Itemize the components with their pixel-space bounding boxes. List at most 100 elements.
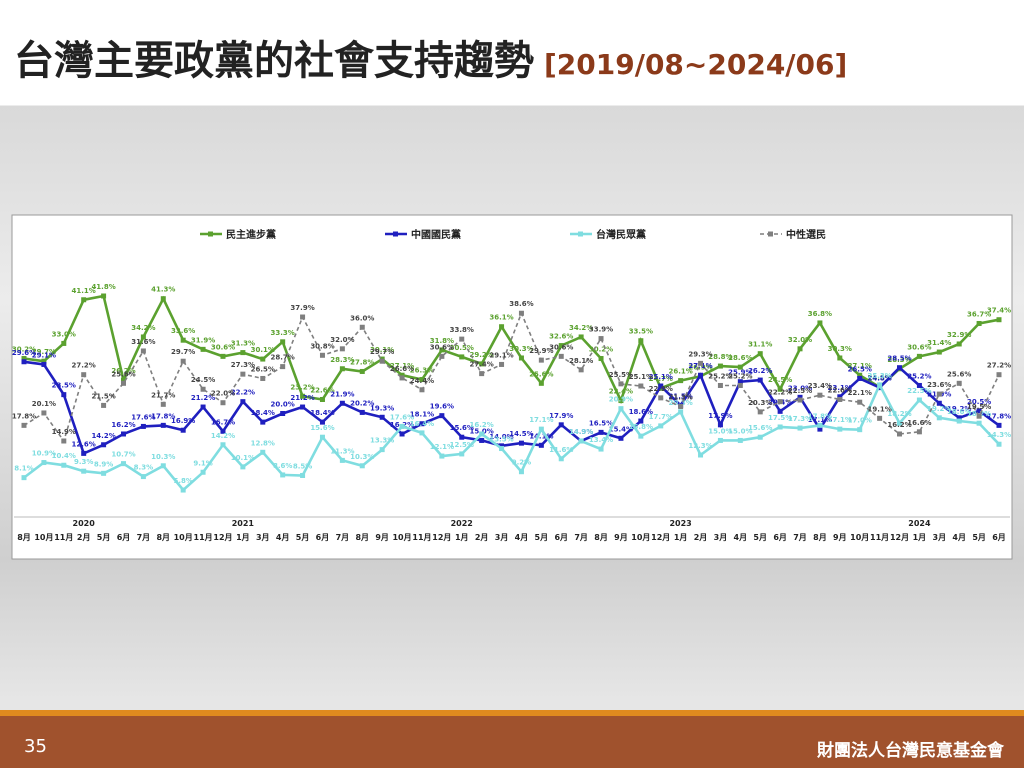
x-tick-label: 12月 (432, 533, 451, 542)
legend-marker (208, 231, 213, 237)
point-marker (817, 422, 823, 428)
value-label: 22.6% (828, 386, 852, 394)
value-label: 25.9% (728, 369, 752, 377)
legend-label: 中性選民 (786, 228, 826, 241)
value-label: 31.1% (748, 341, 772, 349)
value-label: 15.0% (470, 427, 494, 435)
value-label: 17.6% (131, 413, 155, 421)
point-marker (518, 355, 524, 361)
value-label: 15.6% (748, 424, 772, 432)
value-label: 13.4% (589, 436, 613, 444)
x-tick-label: 8月 (813, 533, 827, 542)
value-label: 12.1% (430, 443, 454, 451)
point-marker (996, 317, 1002, 323)
value-label: 28.7% (271, 354, 295, 362)
point-marker (936, 400, 942, 406)
point-marker (359, 324, 365, 330)
point-marker (339, 366, 345, 372)
value-label: 27.8% (350, 358, 374, 366)
point-marker (260, 356, 266, 362)
point-marker (897, 431, 903, 437)
legend-label: 民主進步黨 (226, 228, 276, 241)
x-tick-label: 7月 (574, 533, 588, 542)
value-label: 10.9% (32, 450, 56, 458)
value-label: 21.5% (91, 392, 115, 400)
point-marker (558, 353, 564, 359)
value-label: 26.2% (111, 367, 135, 375)
value-label: 31.3% (231, 340, 255, 348)
x-tick-label: 10月 (34, 533, 53, 542)
x-tick-label: 3月 (495, 533, 509, 542)
point-marker (578, 438, 584, 444)
point-marker (777, 408, 783, 414)
value-label: 28.3% (330, 356, 354, 364)
value-label: 14.9% (569, 428, 593, 436)
value-label: 41.1% (72, 287, 96, 295)
x-tick-label: 6月 (992, 533, 1006, 542)
point-marker (837, 394, 843, 400)
point-marker (538, 357, 544, 363)
point-marker (777, 399, 783, 405)
x-tick-label: 8月 (594, 533, 608, 542)
value-label: 17.9% (549, 412, 573, 420)
point-marker (936, 349, 942, 355)
x-tick-label: 5月 (972, 533, 986, 542)
value-label: 18.6% (629, 408, 653, 416)
point-marker (120, 380, 126, 386)
point-marker (439, 347, 445, 353)
value-label: 10.1% (231, 454, 255, 462)
value-label: 14.9% (569, 428, 593, 436)
value-label: 16.9% (171, 417, 195, 425)
value-label: 25.2% (708, 372, 732, 380)
point-marker (598, 356, 604, 362)
point-marker (41, 460, 47, 466)
point-marker (160, 296, 166, 302)
point-marker (399, 375, 405, 381)
point-marker (160, 463, 166, 469)
value-label: 30.5% (450, 344, 474, 352)
point-marker (399, 372, 405, 378)
value-label: 21.7% (151, 391, 175, 399)
x-tick-label: 11月 (54, 533, 73, 542)
x-tick-label: 10月 (392, 533, 411, 542)
point-marker (916, 353, 922, 359)
point-marker (160, 422, 166, 428)
value-label: 15.0% (708, 427, 732, 435)
value-label: 16.5% (589, 419, 613, 427)
value-label: 30.6% (430, 343, 454, 351)
point-marker (220, 428, 226, 434)
point-marker (140, 348, 146, 354)
value-label: 33.9% (589, 326, 613, 334)
point-marker (479, 361, 485, 367)
point-marker (976, 408, 982, 414)
x-tick-label: 3月 (714, 533, 728, 542)
point-marker (678, 409, 684, 415)
x-tick-label: 12月 (213, 533, 232, 542)
point-marker (857, 399, 863, 405)
point-marker (479, 371, 485, 377)
point-marker (757, 434, 763, 440)
value-label: 30.1% (251, 346, 275, 354)
value-label: 29.1% (32, 351, 56, 359)
point-marker (41, 361, 47, 367)
point-marker (638, 433, 644, 439)
value-label: 25.1% (649, 373, 673, 381)
value-label: 22.6% (310, 386, 334, 394)
point-marker (538, 426, 544, 432)
point-marker (240, 371, 246, 377)
value-label: 12.3% (688, 442, 712, 450)
value-label: 5.8% (173, 477, 192, 485)
value-label: 22.9% (649, 385, 673, 393)
x-tick-label: 7月 (137, 533, 151, 542)
value-label: 30.2% (589, 346, 613, 354)
value-label: 30.8% (310, 342, 334, 350)
value-label: 14.2% (211, 432, 235, 440)
point-marker (120, 431, 126, 437)
value-label: 17.8% (808, 412, 832, 420)
value-label: 32.6% (549, 333, 573, 341)
value-label: 26.2% (748, 367, 772, 375)
point-marker (717, 422, 723, 428)
point-marker (120, 461, 126, 467)
point-marker (956, 418, 962, 424)
